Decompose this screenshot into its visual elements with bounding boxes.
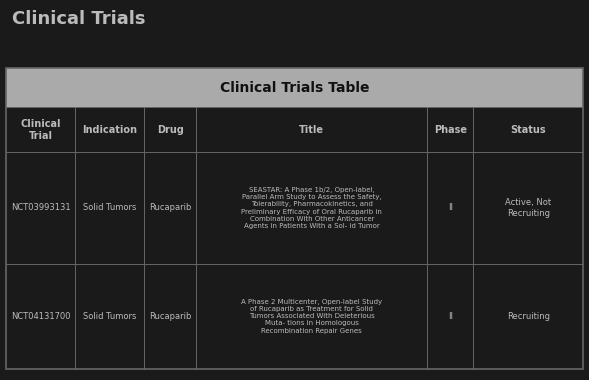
Text: Clinical Trials: Clinical Trials (12, 10, 145, 27)
Text: Rucaparib: Rucaparib (149, 204, 191, 212)
Text: Clinical
Trial: Clinical Trial (20, 119, 61, 141)
Bar (6, 68, 583, 108)
Text: Solid Tumors: Solid Tumors (83, 312, 137, 321)
Text: Solid Tumors: Solid Tumors (83, 204, 137, 212)
Text: NCT04131700: NCT04131700 (11, 312, 70, 321)
Text: Status: Status (511, 125, 546, 135)
Text: SEASTAR: A Phase 1b/2, Open-label,
Parallel Arm Study to Assess the Safety,
Tole: SEASTAR: A Phase 1b/2, Open-label, Paral… (241, 187, 382, 229)
Text: NCT03993131: NCT03993131 (11, 204, 70, 212)
Text: II: II (448, 312, 453, 321)
Text: Active, Not
Recruiting: Active, Not Recruiting (505, 198, 551, 218)
Text: A Phase 2 Multicenter, Open-label Study
of Rucaparib as Treatment for Solid
Tumo: A Phase 2 Multicenter, Open-label Study … (241, 299, 382, 334)
Text: Drug: Drug (157, 125, 184, 135)
Bar (6, 68, 583, 369)
Text: Rucaparib: Rucaparib (149, 312, 191, 321)
Text: Phase: Phase (434, 125, 467, 135)
Text: II: II (448, 204, 453, 212)
Text: Recruiting: Recruiting (507, 312, 550, 321)
Text: Indication: Indication (82, 125, 137, 135)
Text: Clinical Trials Table: Clinical Trials Table (220, 81, 369, 95)
Text: Title: Title (299, 125, 325, 135)
Bar (6, 68, 583, 369)
